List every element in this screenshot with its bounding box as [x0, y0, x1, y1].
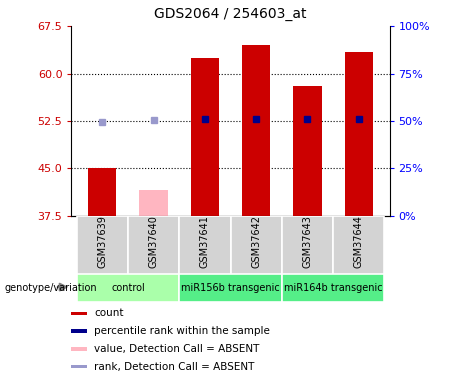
Bar [179, 274, 282, 302]
Text: percentile rank within the sample: percentile rank within the sample [94, 326, 270, 336]
Bar [88, 168, 116, 216]
Bar [71, 347, 87, 351]
Text: GSM37642: GSM37642 [251, 215, 261, 268]
Bar [77, 216, 128, 274]
Text: value, Detection Call = ABSENT: value, Detection Call = ABSENT [94, 344, 260, 354]
Text: miR164b transgenic: miR164b transgenic [284, 283, 383, 293]
Text: genotype/variation: genotype/variation [5, 283, 97, 293]
Text: control: control [111, 283, 145, 293]
Bar [179, 216, 230, 274]
Bar [71, 365, 87, 369]
Bar [230, 216, 282, 274]
Text: GSM37640: GSM37640 [148, 215, 159, 268]
Bar [333, 216, 384, 274]
Text: rank, Detection Call = ABSENT: rank, Detection Call = ABSENT [94, 362, 254, 372]
Bar [139, 190, 168, 216]
Bar [71, 312, 87, 315]
Bar [242, 45, 270, 216]
Text: GSM37639: GSM37639 [97, 215, 107, 268]
Bar [71, 329, 87, 333]
Text: GSM37644: GSM37644 [354, 215, 364, 268]
Text: count: count [94, 309, 124, 318]
Text: GSM37643: GSM37643 [302, 215, 313, 268]
Text: miR156b transgenic: miR156b transgenic [181, 283, 280, 293]
Bar [282, 274, 384, 302]
Bar [282, 216, 333, 274]
Title: GDS2064 / 254603_at: GDS2064 / 254603_at [154, 7, 307, 21]
Bar [128, 216, 179, 274]
Text: GSM37641: GSM37641 [200, 215, 210, 268]
Bar [77, 274, 179, 302]
Bar [191, 58, 219, 216]
Bar [345, 51, 373, 216]
Bar [293, 86, 322, 216]
